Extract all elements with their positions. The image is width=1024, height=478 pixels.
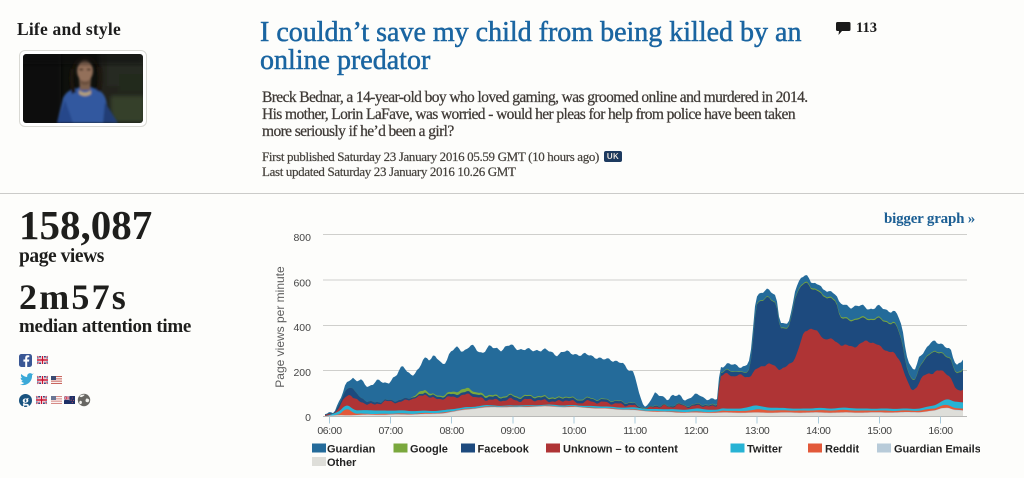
svg-text:0: 0: [305, 412, 311, 424]
svg-text:12:00: 12:00: [684, 425, 709, 437]
svg-text:Reddit: Reddit: [825, 444, 860, 456]
svg-text:Google: Google: [410, 444, 448, 456]
svg-text:Other: Other: [327, 457, 357, 469]
svg-text:g: g: [22, 393, 29, 408]
svg-text:06:00: 06:00: [317, 425, 342, 437]
svg-text:Guardian Emails: Guardian Emails: [894, 444, 980, 456]
svg-text:08:00: 08:00: [440, 425, 465, 437]
svg-text:Page views per minute: Page views per minute: [273, 266, 287, 388]
svg-text:200: 200: [293, 367, 311, 379]
svg-text:600: 600: [293, 278, 311, 290]
svg-text:800: 800: [293, 232, 311, 244]
svg-text:14:00: 14:00: [806, 425, 831, 437]
svg-text:07:00: 07:00: [378, 425, 403, 437]
svg-text:Twitter: Twitter: [747, 444, 783, 456]
svg-text:Guardian: Guardian: [327, 444, 376, 456]
svg-text:09:00: 09:00: [501, 425, 526, 437]
svg-text:13:00: 13:00: [745, 425, 770, 437]
svg-text:Unknown – to content: Unknown – to content: [563, 444, 678, 456]
svg-text:400: 400: [293, 322, 311, 334]
svg-text:16:00: 16:00: [928, 425, 953, 437]
svg-text:11:00: 11:00: [623, 425, 647, 437]
svg-text:15:00: 15:00: [867, 425, 892, 437]
svg-text:10:00: 10:00: [562, 425, 587, 437]
svg-text:Facebook: Facebook: [478, 444, 530, 456]
